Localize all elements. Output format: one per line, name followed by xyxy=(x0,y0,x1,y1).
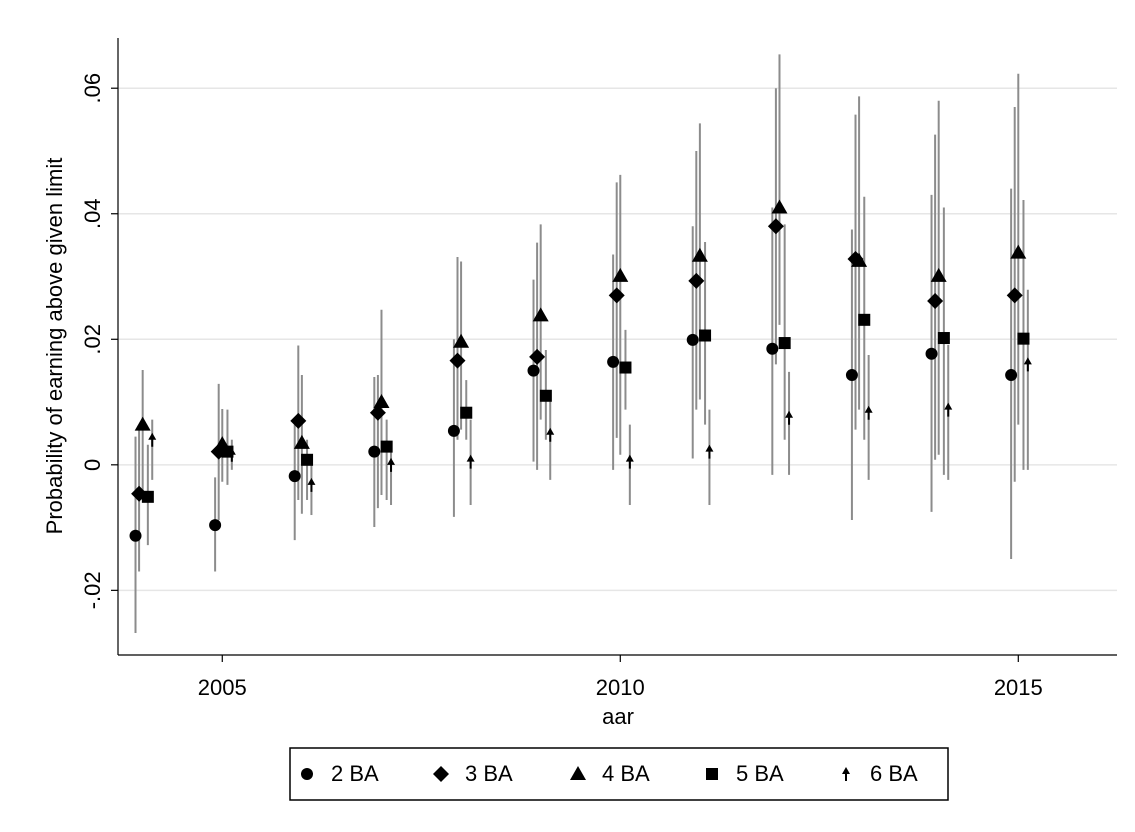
point xyxy=(930,267,947,282)
point xyxy=(937,332,950,345)
point xyxy=(1010,244,1027,259)
point xyxy=(129,529,142,542)
point xyxy=(1005,369,1018,382)
point xyxy=(527,364,540,377)
point xyxy=(944,402,953,417)
point xyxy=(447,424,460,437)
point xyxy=(529,348,546,365)
legend-box xyxy=(289,747,949,801)
point xyxy=(368,445,381,458)
point xyxy=(864,405,873,420)
point xyxy=(209,519,222,532)
point xyxy=(612,267,629,282)
point xyxy=(1023,357,1032,372)
point xyxy=(607,355,620,368)
point xyxy=(1006,287,1023,304)
y-tick-label: 0 xyxy=(80,459,105,471)
legend-label: 6 BA xyxy=(870,761,918,786)
point xyxy=(858,313,871,326)
x-tick-label: 2015 xyxy=(994,675,1043,700)
y-tick-label: .06 xyxy=(80,73,105,104)
point xyxy=(691,247,708,262)
point xyxy=(290,412,307,429)
legend-symbol xyxy=(842,767,850,781)
legend-symbol xyxy=(706,768,718,780)
point xyxy=(927,292,944,309)
point xyxy=(227,447,236,462)
point xyxy=(778,337,791,350)
y-tick-label: .04 xyxy=(80,198,105,229)
point xyxy=(785,410,794,425)
point xyxy=(453,333,470,348)
point xyxy=(688,272,705,289)
legend-symbol xyxy=(570,766,586,780)
point xyxy=(686,333,699,346)
y-tick-label: .02 xyxy=(80,324,105,355)
legend-label: 2 BA xyxy=(331,761,379,786)
point xyxy=(387,457,396,472)
y-axis-title: Probability of earning above given limit xyxy=(42,158,67,535)
point xyxy=(373,394,390,409)
point xyxy=(767,218,784,235)
point xyxy=(301,453,314,466)
point xyxy=(925,347,938,360)
legend-label: 4 BA xyxy=(602,761,650,786)
x-axis-title: aar xyxy=(602,704,634,729)
point xyxy=(466,454,475,469)
point xyxy=(307,477,316,492)
legend-symbol xyxy=(301,768,313,780)
point xyxy=(380,440,393,453)
point xyxy=(288,470,301,483)
point xyxy=(449,352,466,369)
point xyxy=(705,444,714,459)
point xyxy=(134,416,151,431)
point xyxy=(546,427,555,442)
point xyxy=(369,404,386,421)
point xyxy=(699,329,712,342)
point xyxy=(771,199,788,214)
x-tick-label: 2005 xyxy=(198,675,247,700)
point xyxy=(1017,332,1030,345)
point xyxy=(293,434,310,449)
point xyxy=(539,389,552,402)
point xyxy=(851,252,868,267)
point xyxy=(460,406,473,419)
point xyxy=(619,361,632,374)
legend-label: 5 BA xyxy=(736,761,784,786)
point xyxy=(148,432,157,447)
point xyxy=(845,369,858,382)
x-tick-label: 2010 xyxy=(596,675,645,700)
point xyxy=(625,454,634,469)
y-tick-label: -.02 xyxy=(80,571,105,609)
point xyxy=(766,342,779,355)
point xyxy=(141,490,154,503)
legend-symbol xyxy=(433,766,449,782)
point xyxy=(608,287,625,304)
point xyxy=(532,307,549,322)
legend-label: 3 BA xyxy=(465,761,513,786)
